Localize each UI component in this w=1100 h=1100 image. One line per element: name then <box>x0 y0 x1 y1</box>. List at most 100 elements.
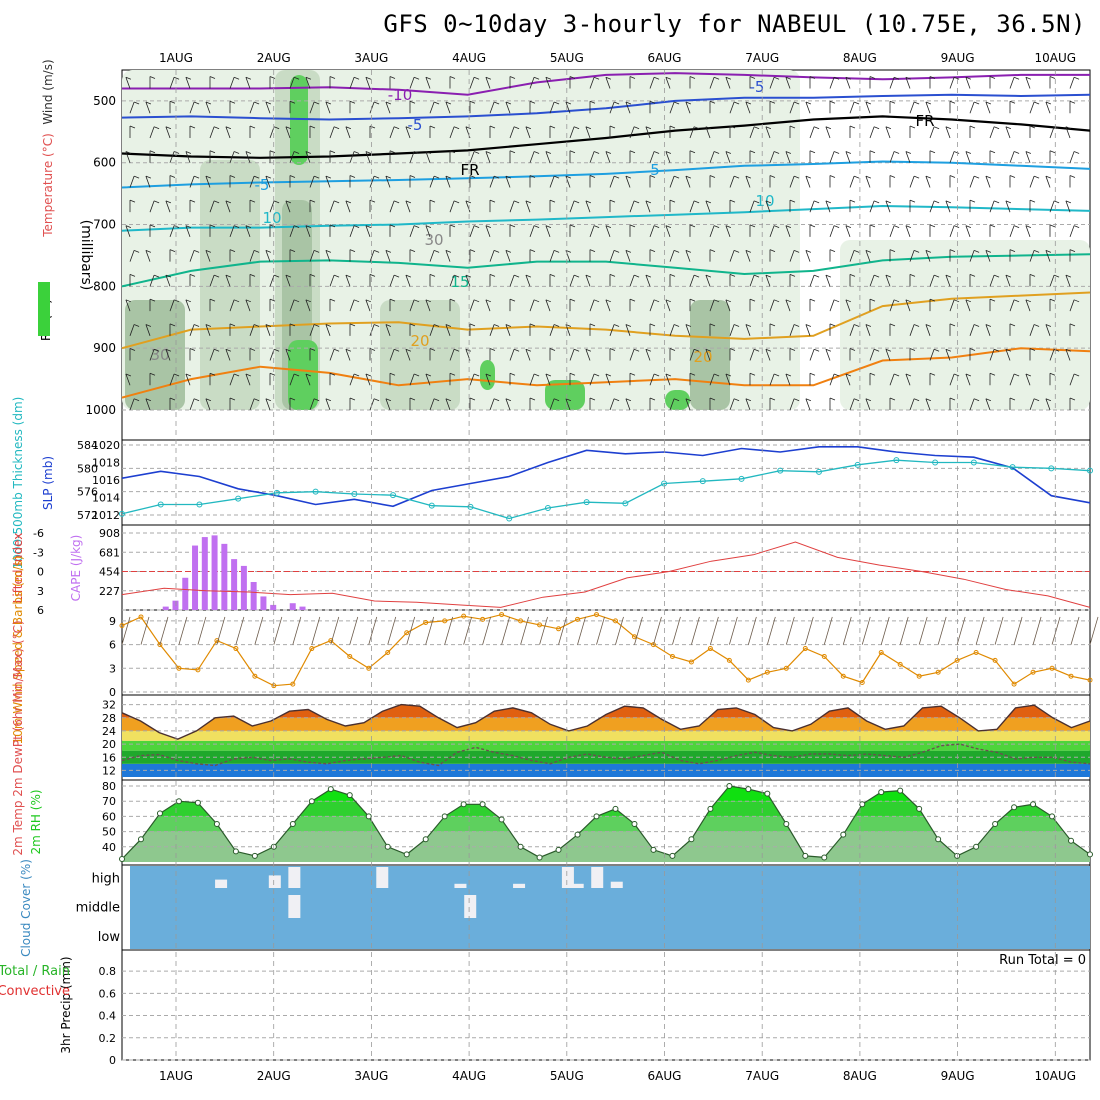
wind-barb-10m <box>653 616 662 645</box>
rh-point <box>460 801 467 808</box>
wind-barb <box>129 176 135 188</box>
wind-barb-flag <box>473 299 480 303</box>
wind-barb-flag <box>805 101 812 105</box>
wind-barb-10m <box>937 616 947 645</box>
wind-barb-flag <box>585 274 592 278</box>
slp-tick-label: 1014 <box>92 492 120 505</box>
wind-barb-flag <box>405 200 412 204</box>
wind-barb-flag <box>625 175 632 179</box>
wind-barb-flag <box>945 200 952 204</box>
wind-barb-flag <box>729 273 736 277</box>
wind-barb <box>685 250 691 262</box>
wind-barb-flag <box>893 373 900 377</box>
wind-barb-flag <box>205 324 212 327</box>
wind-barb-flag <box>709 100 716 104</box>
wind-barb-flag <box>129 348 136 351</box>
wind-barb <box>145 324 151 336</box>
wind-barb-10m <box>823 616 833 645</box>
wind-barb-flag <box>729 348 736 351</box>
wind-barb-flag <box>1009 100 1016 104</box>
wind-barb-flag <box>449 372 456 376</box>
slp-axis-label: SLP (mb) <box>41 456 55 510</box>
wind-barb-flag <box>669 199 676 203</box>
wind-barb-flag <box>1065 348 1072 352</box>
wind-barb-flag <box>829 323 836 327</box>
wind-barb <box>809 200 815 213</box>
wind-barb <box>549 324 555 336</box>
wind-barb-flag <box>965 373 972 377</box>
wind-barb-flag <box>909 273 916 277</box>
wind-barb-flag <box>193 398 200 402</box>
wind-barb-flag <box>453 126 460 130</box>
x-tick-label-top: 5AUG <box>550 51 584 65</box>
cloud-level-label: low <box>98 930 121 945</box>
wind-barb <box>985 250 991 262</box>
wind-barb-flag <box>389 150 396 154</box>
wind-barb <box>229 373 235 386</box>
rh-point <box>726 783 733 790</box>
wind-barb <box>729 398 735 411</box>
wind-barb-flag <box>729 199 736 203</box>
precip-tick-label: 0.2 <box>99 1032 117 1045</box>
wind-speed-point <box>290 681 296 687</box>
wind-barb-flag <box>205 175 212 179</box>
wind-barb-flag <box>645 348 652 352</box>
wind-barb <box>605 77 611 89</box>
thickness-point <box>932 459 939 466</box>
wind-barb-flag <box>1033 175 1040 179</box>
thickness-axis-label: 1000-500mb Thickness (dm) <box>11 397 25 570</box>
wind-barb-flag <box>989 224 996 228</box>
wind-barb-flag <box>393 200 400 204</box>
wind-barb-flag <box>753 200 760 204</box>
wind-speed-point <box>802 646 808 652</box>
wind-barb <box>205 398 211 411</box>
wind-barb-flag <box>753 126 760 130</box>
wind-barb-flag <box>305 373 312 377</box>
cloud-level-label: middle <box>76 901 120 916</box>
thickness-point <box>119 510 125 517</box>
wind-barb-flag <box>249 273 256 277</box>
wind-barb-flag <box>1065 200 1072 204</box>
wind-barb-flag <box>529 100 536 104</box>
wind-barb <box>865 250 871 262</box>
wind-barb-flag <box>713 76 720 80</box>
wind-barb-flag <box>349 249 356 253</box>
wind-barb-flag <box>473 76 480 80</box>
wind-barb-flag <box>269 372 276 376</box>
wind-barb <box>745 101 751 114</box>
wind-barb-flag <box>893 151 900 154</box>
x-tick-label-bottom: 2AUG <box>257 1069 291 1083</box>
wind-barb-flag <box>769 323 776 327</box>
wind-barb <box>689 349 695 361</box>
wind-barb-flag <box>733 398 740 402</box>
wind-barb-flag <box>465 348 472 352</box>
wind-barb-flag <box>249 125 256 129</box>
wind-barb <box>645 349 651 361</box>
rh-point <box>422 836 429 843</box>
wind-barb-flag <box>989 298 996 302</box>
wind-barb <box>645 126 651 139</box>
wind-barb-flag <box>373 398 380 402</box>
wind-barb-flag <box>685 324 692 327</box>
wind-barb <box>885 274 891 287</box>
wind-barb-flag <box>469 249 476 253</box>
wind-barb-flag <box>585 200 592 204</box>
rh-legend-swatch <box>38 282 50 336</box>
wind-barb <box>329 274 335 287</box>
wind-barb-flag <box>305 299 312 303</box>
wind-barb <box>509 274 515 287</box>
wind-barb-flag <box>869 298 876 302</box>
wind-barb-flag <box>153 348 160 352</box>
wind-barb-flag <box>673 101 680 105</box>
wind-barb-10m <box>672 616 681 645</box>
wind-barb <box>149 126 155 139</box>
wind-barb <box>165 126 171 139</box>
rh-shading <box>290 75 308 165</box>
wind-barb-flag <box>129 199 136 203</box>
pressure-tick-label: 800 <box>93 279 116 293</box>
cape-bar <box>172 600 179 610</box>
series-wind-speed <box>121 613 1091 687</box>
wind-speed-point <box>309 646 315 652</box>
wind-barb <box>765 126 771 139</box>
